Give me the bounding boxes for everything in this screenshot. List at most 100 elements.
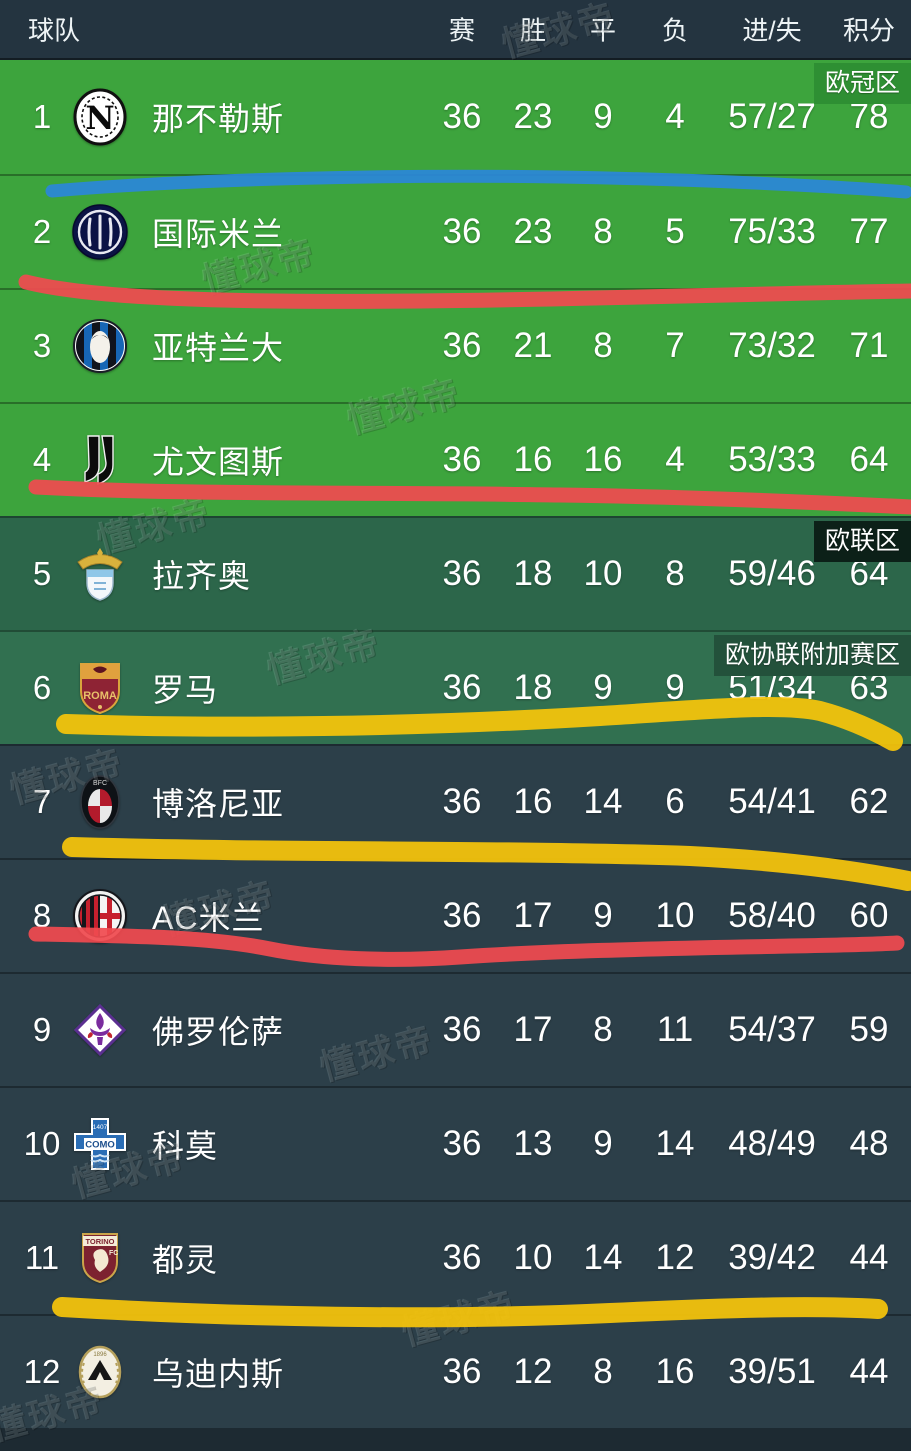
team-name: AC米兰 — [152, 900, 265, 936]
atalanta-crest-icon — [71, 317, 129, 375]
stat-goals: 54/37 — [728, 1010, 816, 1049]
table-row[interactable]: 4 尤文图斯 36 16 16 4 53/33 64 — [0, 402, 911, 516]
stat-lost: 10 — [655, 896, 695, 935]
rank-number: 10 — [23, 1125, 61, 1162]
svg-text:1407: 1407 — [93, 1124, 108, 1131]
stat-drawn: 8 — [593, 212, 613, 251]
stat-drawn: 8 — [593, 1352, 613, 1391]
header-team: 球队 — [28, 15, 81, 46]
stat-won: 12 — [513, 1352, 553, 1391]
header-goals: 进/失 — [742, 15, 802, 46]
stat-played: 36 — [442, 326, 482, 365]
stat-played: 36 — [442, 1010, 482, 1049]
zone-badge: 欧协联附加赛区 — [713, 635, 911, 676]
rank-number: 4 — [32, 441, 52, 478]
roma-crest-icon: ROMA — [71, 659, 129, 717]
stat-lost: 6 — [665, 782, 685, 821]
team-name: 国际米兰 — [152, 216, 285, 252]
stat-won: 13 — [513, 1124, 553, 1163]
stat-lost: 5 — [665, 212, 685, 251]
team-name: 拉齐奥 — [152, 558, 252, 594]
stat-drawn: 16 — [583, 440, 623, 479]
stat-won: 17 — [513, 1010, 553, 1049]
stat-goals: 53/33 — [728, 440, 816, 479]
stat-played: 36 — [442, 554, 482, 593]
table-header: 球队 赛 胜 平 负 进/失 积分 — [0, 0, 911, 60]
zone-badge: 欧冠区 — [813, 63, 911, 104]
stat-lost: 4 — [665, 97, 685, 136]
zone-badge: 欧联区 — [813, 521, 911, 562]
stat-drawn: 8 — [593, 326, 613, 365]
lazio-crest-icon — [71, 545, 129, 603]
stat-goals: 58/40 — [728, 896, 816, 935]
header-points: 积分 — [842, 15, 896, 46]
table-row[interactable]: 6 ROMA 罗马 36 18 9 9 51/34 63 欧协联附加赛区 — [0, 630, 911, 744]
stat-lost: 8 — [665, 554, 685, 593]
stat-goals: 75/33 — [728, 212, 816, 251]
stat-played: 36 — [442, 440, 482, 479]
team-name: 博洛尼亚 — [152, 786, 285, 822]
stat-won: 23 — [513, 97, 553, 136]
stat-points: 71 — [849, 326, 889, 365]
table-row[interactable]: 10 1407 COMO 科莫 36 13 9 14 48/49 48 — [0, 1086, 911, 1200]
stat-won: 17 — [513, 896, 553, 935]
table-body: 1 N 那不勒斯 36 23 9 4 57/27 78 欧冠区 2 国际米兰 36 23 8 5 75/33 77… — [0, 60, 911, 1428]
svg-text:1896: 1896 — [93, 1352, 107, 1358]
table-row[interactable]: 9 佛罗伦萨 36 17 8 11 54/37 59 — [0, 972, 911, 1086]
stat-drawn: 14 — [583, 782, 623, 821]
svg-text:N: N — [85, 99, 114, 137]
stat-drawn: 9 — [593, 97, 613, 136]
svg-text:COMO: COMO — [85, 1140, 115, 1151]
rank-number: 6 — [32, 669, 52, 706]
stat-goals: 73/32 — [728, 326, 816, 365]
stat-played: 36 — [442, 97, 482, 136]
team-name: 科莫 — [152, 1128, 219, 1164]
team-name: 都灵 — [152, 1242, 219, 1278]
stat-goals: 39/51 — [728, 1352, 816, 1391]
stat-drawn: 10 — [583, 554, 623, 593]
stat-points: 59 — [849, 1010, 889, 1049]
table-row[interactable]: 1 N 那不勒斯 36 23 9 4 57/27 78 欧冠区 — [0, 60, 911, 174]
stat-points: 77 — [849, 212, 889, 251]
inter-crest-icon — [71, 203, 129, 261]
rank-number: 3 — [32, 327, 52, 364]
table-row[interactable]: 8 AC米兰 36 17 9 10 58/40 60 — [0, 858, 911, 972]
stat-won: 21 — [513, 326, 553, 365]
stat-lost: 7 — [665, 326, 685, 365]
stat-won: 16 — [513, 440, 553, 479]
bologna-crest-icon: BFC — [71, 773, 129, 831]
rank-number: 9 — [32, 1011, 52, 1048]
stat-goals: 54/41 — [728, 782, 816, 821]
table-row[interactable]: 7 BFC 博洛尼亚 36 16 14 6 54/41 62 — [0, 744, 911, 858]
table-row[interactable]: 3 亚特兰大 36 21 8 7 73/32 71 — [0, 288, 911, 402]
stat-points: 60 — [849, 896, 889, 935]
stat-lost: 4 — [665, 440, 685, 479]
team-name: 尤文图斯 — [152, 444, 285, 480]
stat-won: 16 — [513, 782, 553, 821]
rank-number: 2 — [32, 213, 52, 250]
table-row[interactable]: 5 拉齐奥 36 18 10 8 59/46 64 欧联区 — [0, 516, 911, 630]
stat-goals: 59/46 — [728, 554, 816, 593]
team-name: 亚特兰大 — [152, 330, 285, 366]
stat-played: 36 — [442, 782, 482, 821]
napoli-crest-icon: N — [71, 88, 129, 146]
fiorentina-crest-icon — [71, 1001, 129, 1059]
svg-text:ROMA: ROMA — [83, 690, 117, 702]
table-row[interactable]: 2 国际米兰 36 23 8 5 75/33 77 — [0, 174, 911, 288]
stat-won: 18 — [513, 668, 553, 707]
stat-goals: 39/42 — [728, 1238, 816, 1277]
stat-points: 44 — [849, 1238, 889, 1277]
team-name: 佛罗伦萨 — [152, 1014, 285, 1050]
table-row[interactable]: 12 1896 乌迪内斯 36 12 8 16 39/51 44 — [0, 1314, 911, 1428]
stat-goals: 57/27 — [728, 97, 816, 136]
stat-won: 18 — [513, 554, 553, 593]
stat-lost: 9 — [665, 668, 685, 707]
stat-played: 36 — [442, 668, 482, 707]
stat-goals: 48/49 — [728, 1124, 816, 1163]
stat-lost: 16 — [655, 1352, 695, 1391]
table-row[interactable]: 11 TORINO FC 都灵 36 10 14 12 39/42 44 — [0, 1200, 911, 1314]
rank-number: 8 — [32, 897, 52, 934]
stat-points: 44 — [849, 1352, 889, 1391]
stat-played: 36 — [442, 212, 482, 251]
